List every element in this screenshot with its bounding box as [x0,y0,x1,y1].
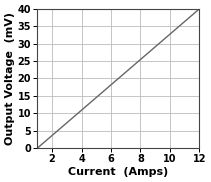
Y-axis label: Output Voltage  (mV): Output Voltage (mV) [5,12,15,145]
X-axis label: Current  (Amps): Current (Amps) [68,167,169,177]
